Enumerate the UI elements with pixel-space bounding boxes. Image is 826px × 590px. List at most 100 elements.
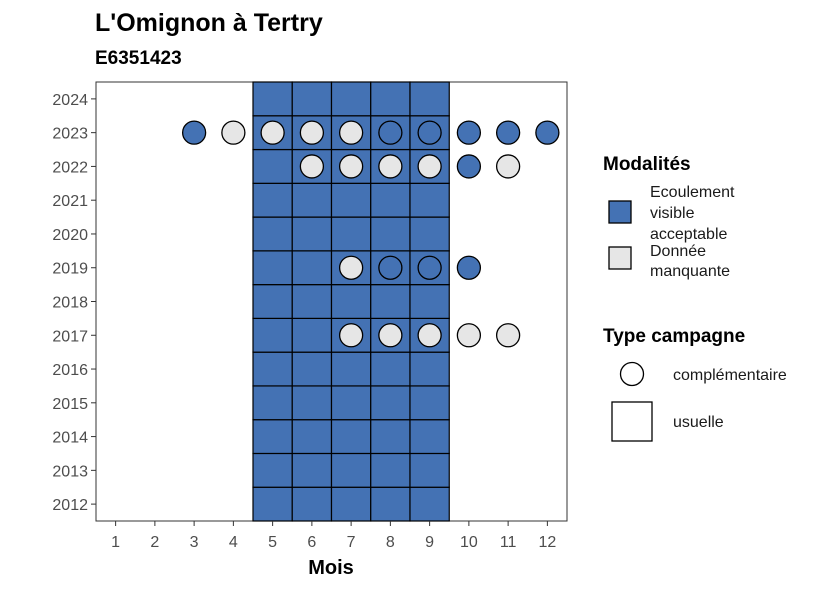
- tile-2013-5: [252, 452, 293, 488]
- legend-key-complementaire: [619, 361, 645, 387]
- x-axis-title: Mois: [308, 557, 354, 579]
- tile-2018-7: [330, 284, 372, 319]
- x-tick-label-12: 12: [538, 534, 556, 551]
- tile-2013-8: [370, 452, 411, 488]
- y-tick-label-2015: 2015: [52, 396, 88, 413]
- point-2017-8: [378, 323, 403, 348]
- point-2023-7: [338, 120, 364, 145]
- complementaire-points: [181, 120, 560, 348]
- tile-2012-9: [409, 486, 450, 522]
- x-tick-label-7: 7: [347, 534, 356, 551]
- point-2023-10: [456, 120, 482, 145]
- y-tick-label-2018: 2018: [52, 295, 88, 312]
- y-tick-label-2014: 2014: [52, 430, 88, 447]
- legend-label-line: Donnée: [650, 243, 706, 260]
- legend-label-line: Ecoulement: [650, 184, 735, 201]
- legend-title-modalites: Modalités: [603, 154, 691, 175]
- tile-2021-7: [330, 182, 372, 218]
- y-axis: 2012 2013 2014 2015 2016 2017 2018 2019 2020 2021…: [52, 92, 96, 514]
- x-tick-label-1: 1: [111, 534, 120, 551]
- tile-2018-6: [291, 284, 333, 319]
- tile-2014-7: [330, 419, 372, 455]
- tile-2020-7: [330, 216, 372, 252]
- point-2022-7: [338, 154, 364, 179]
- tile-2016-6: [291, 351, 333, 387]
- point-2019-7: [338, 255, 364, 280]
- tile-2020-9: [409, 216, 450, 252]
- point-2017-9: [417, 323, 442, 348]
- tile-2016-5: [252, 351, 293, 387]
- y-tick-label-2016: 2016: [52, 362, 88, 379]
- point-2023-5: [260, 120, 285, 145]
- y-tick-label-2020: 2020: [52, 227, 88, 244]
- tile-2018-9: [409, 284, 450, 319]
- tile-2024-6: [291, 81, 333, 117]
- point-2022-9: [417, 154, 442, 179]
- tile-2020-8: [370, 216, 411, 252]
- chart-subtitle: E6351423: [95, 48, 182, 69]
- point-2023-4: [221, 120, 246, 145]
- point-2017-11: [495, 323, 521, 348]
- tile-2012-8: [370, 486, 411, 522]
- x-tick-label-6: 6: [307, 534, 316, 551]
- x-tick-label-8: 8: [386, 534, 395, 551]
- point-2023-9: [417, 120, 442, 145]
- point-2022-8: [378, 154, 403, 179]
- point-2023-3: [181, 120, 207, 145]
- chart-title: L'Omignon à Tertry: [95, 9, 323, 37]
- x-tick-label-5: 5: [268, 534, 277, 551]
- legend-label-line: acceptable: [650, 226, 727, 243]
- usuelle-tiles: [252, 81, 450, 522]
- tile-2024-9: [409, 81, 450, 117]
- y-tick-label-2023: 2023: [52, 126, 88, 143]
- y-tick-label-2021: 2021: [52, 193, 88, 210]
- legend-label-usuelle: usuelle: [673, 414, 724, 431]
- point-2023-8: [378, 120, 403, 145]
- tile-2018-5: [252, 284, 293, 319]
- point-2019-8: [378, 255, 403, 280]
- tile-2019-5: [252, 250, 293, 286]
- y-tick-label-2017: 2017: [52, 328, 88, 345]
- tile-2021-8: [370, 182, 411, 218]
- legend-label-complementaire: complémentaire: [673, 367, 787, 384]
- y-tick-label-2024: 2024: [52, 92, 88, 109]
- tile-2015-5: [252, 385, 293, 421]
- point-2017-10: [456, 323, 482, 348]
- legend-label-line: visible: [650, 205, 695, 222]
- legend-key-usuelle: [611, 401, 653, 442]
- point-2023-11: [495, 120, 521, 145]
- tile-2017-6: [291, 317, 333, 353]
- y-tick-label-2019: 2019: [52, 261, 88, 278]
- tile-2014-6: [291, 419, 333, 455]
- point-2019-9: [417, 255, 442, 280]
- tile-2021-5: [252, 182, 293, 218]
- tile-2013-7: [330, 452, 372, 488]
- point-2017-7: [338, 323, 364, 348]
- legend: Modalités Ecoulement visible acceptableDonn…: [603, 154, 787, 442]
- x-tick-label-3: 3: [190, 534, 199, 551]
- point-2022-11: [495, 154, 521, 179]
- tile-2012-6: [291, 486, 333, 522]
- point-2023-6: [299, 120, 325, 145]
- tile-2015-8: [370, 385, 411, 421]
- tile-2013-6: [291, 452, 333, 488]
- x-tick-label-2: 2: [150, 534, 159, 551]
- tile-2013-9: [409, 452, 450, 488]
- tile-2020-6: [291, 216, 333, 252]
- tile-2012-7: [330, 486, 372, 522]
- y-tick-label-2013: 2013: [52, 463, 88, 480]
- tile-2024-5: [252, 81, 293, 117]
- point-2022-10: [456, 154, 482, 179]
- tile-2016-7: [330, 351, 372, 387]
- legend-key-donnee-manquante: [608, 246, 632, 270]
- tile-2014-8: [370, 419, 411, 455]
- legend-title-type-campagne: Type campagne: [603, 326, 745, 347]
- point-2022-6: [299, 154, 325, 179]
- tile-2018-8: [370, 284, 411, 319]
- tile-2017-5: [252, 317, 293, 353]
- tile-2015-6: [291, 385, 333, 421]
- tile-2024-8: [370, 81, 411, 117]
- x-tick-label-10: 10: [460, 534, 478, 551]
- y-tick-label-2022: 2022: [52, 159, 88, 176]
